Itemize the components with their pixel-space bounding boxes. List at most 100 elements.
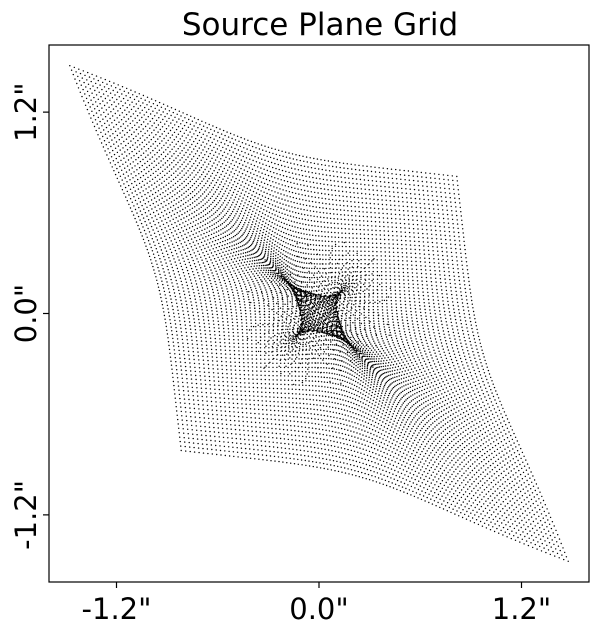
scatter-point (171, 282, 173, 284)
scatter-point (351, 474, 354, 476)
scatter-point (83, 100, 85, 102)
scatter-point (200, 159, 202, 161)
scatter-point (173, 389, 175, 391)
scatter-point (247, 279, 249, 282)
scatter-point (250, 205, 252, 208)
scatter-point (264, 250, 267, 253)
scatter-point (189, 297, 191, 300)
scatter-point (281, 322, 283, 324)
scatter-point (265, 391, 267, 394)
scatter-point (185, 266, 188, 269)
scatter-point (109, 92, 112, 94)
scatter-point (256, 241, 258, 244)
scatter-point (239, 256, 242, 258)
scatter-point (207, 246, 209, 248)
scatter-point (236, 442, 238, 444)
scatter-point (372, 366, 374, 368)
scatter-point (334, 344, 336, 346)
scatter-point (295, 397, 297, 400)
scatter-point (282, 240, 285, 243)
scatter-point (220, 349, 222, 351)
scatter-point (110, 156, 113, 158)
scatter-point (276, 233, 279, 235)
scatter-point (200, 195, 202, 197)
scatter-point (305, 389, 307, 391)
scatter-point (173, 166, 175, 168)
scatter-point (232, 294, 235, 296)
scatter-point (261, 293, 263, 295)
scatter-point (189, 123, 192, 126)
scatter-point (217, 202, 219, 204)
scatter-point (285, 251, 287, 253)
scatter-point (246, 196, 249, 198)
scatter-point (182, 230, 184, 232)
scatter-point (206, 135, 208, 137)
scatter-point (328, 367, 330, 369)
scatter-point (348, 368, 350, 370)
scatter-point (281, 297, 284, 299)
scatter-point (255, 233, 257, 235)
scatter-point (288, 273, 290, 276)
scatter-point (192, 437, 194, 440)
scatter-point (174, 357, 176, 359)
scatter-point (188, 294, 191, 296)
scatter-point (87, 83, 90, 86)
scatter-point (340, 289, 343, 292)
scatter-point (144, 156, 147, 158)
scatter-point (195, 160, 197, 162)
scatter-point (263, 191, 265, 193)
scatter-point (175, 164, 177, 166)
scatter-point (248, 144, 250, 146)
scatter-point (86, 90, 89, 93)
scatter-point (245, 457, 248, 459)
scatter-point (257, 157, 260, 159)
scatter-point (268, 445, 271, 448)
scatter-point (277, 270, 280, 272)
scatter-point (357, 284, 359, 286)
scatter-point (230, 179, 232, 181)
scatter-point (298, 435, 300, 437)
scatter-point (247, 246, 249, 249)
scatter-point (321, 300, 323, 302)
scatter-point (192, 395, 194, 397)
scatter-point (226, 246, 228, 249)
scatter-point (272, 298, 274, 300)
scatter-point (270, 271, 272, 274)
scatter-point (194, 224, 197, 226)
scatter-point (257, 188, 259, 191)
scatter-point (178, 118, 180, 120)
scatter-point (206, 288, 209, 290)
scatter-point (191, 212, 193, 215)
scatter-point (251, 185, 253, 188)
scatter-point (283, 262, 285, 264)
scatter-point (347, 363, 349, 365)
scatter-point (280, 442, 282, 444)
scatter-point (280, 339, 282, 341)
scatter-point (251, 263, 253, 265)
scatter-point (155, 201, 158, 203)
scatter-point (99, 84, 101, 86)
scatter-point (203, 232, 205, 235)
scatter-point (241, 200, 243, 202)
scatter-point (205, 182, 207, 185)
scatter-point (176, 197, 178, 200)
scatter-point (149, 127, 151, 129)
scatter-point (90, 117, 92, 119)
scatter-point (355, 403, 358, 406)
scatter-point (167, 153, 169, 155)
scatter-point (166, 166, 169, 168)
scatter-point (295, 444, 297, 446)
scatter-point (157, 266, 159, 269)
scatter-point (231, 289, 233, 291)
scatter-point (314, 325, 316, 327)
scatter-point (159, 273, 161, 276)
scatter-point (286, 424, 288, 426)
scatter-point (283, 438, 286, 440)
scatter-point (141, 213, 143, 216)
scatter-point (345, 282, 348, 284)
scatter-point (239, 213, 242, 215)
scatter-point (287, 438, 289, 441)
scatter-point (272, 261, 274, 264)
scatter-point (341, 374, 343, 377)
scatter-point (296, 296, 298, 299)
